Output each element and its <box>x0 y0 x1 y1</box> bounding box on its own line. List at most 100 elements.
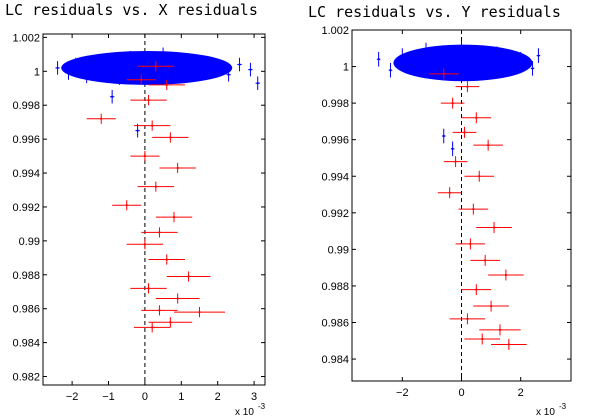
right-plot-data-point <box>483 62 487 78</box>
left-plot-data-point <box>137 61 175 72</box>
left-plot-data-point <box>130 151 160 162</box>
right-plot-data-point <box>476 221 512 233</box>
left-plot-data-point <box>193 56 199 70</box>
left-plot-data-point <box>55 61 60 75</box>
right-plot-data-point <box>450 141 455 157</box>
right-plot-data-point <box>424 42 428 58</box>
left-plot-xtick-label: 3 <box>251 391 257 403</box>
left-plot-data-point <box>135 123 140 138</box>
left-plot-data-point <box>152 132 189 143</box>
left-plot-ytick-label: 0.99 <box>19 236 40 248</box>
left-plot-data-point <box>126 239 164 250</box>
right-plot-x-multiplier: x 10 -3 <box>536 402 567 418</box>
right-plot-data-point <box>471 53 476 69</box>
left-plot-xtick-label: −2 <box>66 391 79 403</box>
right-plot-xtick-label: 0 <box>458 387 464 399</box>
right-plot-data-point <box>536 48 541 63</box>
right-plot-data-point <box>441 128 446 144</box>
right-plot-data-point <box>464 170 495 182</box>
left-plot-blue-cloud <box>61 50 233 85</box>
left-plot: LC residuals vs. X residuals 0.982 0.984 0… <box>5 1 266 418</box>
right-plot-data-point <box>507 57 511 73</box>
right-plot-data-point <box>440 97 465 109</box>
left-plot-data-point <box>126 74 156 85</box>
left-plot-data-point <box>174 307 225 318</box>
left-plot-frame <box>42 33 266 386</box>
left-plot-ytick-label: 0.998 <box>12 100 40 112</box>
right-plot-data-point <box>473 300 509 312</box>
right-plot-data-point <box>491 338 527 350</box>
left-plot-red-series <box>86 61 225 333</box>
right-plot-data-point <box>449 313 486 325</box>
right-plot-data-point <box>455 81 480 93</box>
left-plot-xtick-label: 1 <box>178 391 184 403</box>
left-plot-title: LC residuals vs. X residuals <box>5 1 258 19</box>
right-plot-data-point <box>437 187 462 199</box>
left-plot-data-point <box>255 76 260 90</box>
right-plot-data-point <box>388 62 393 78</box>
left-plot-data-point <box>226 67 231 82</box>
left-plot-ytick-label: 0.992 <box>12 202 40 214</box>
left-plot-data-point <box>86 113 116 124</box>
left-plot-data-point <box>148 254 185 265</box>
right-plot-data-point <box>488 269 524 281</box>
left-plot-data-point <box>155 293 200 304</box>
left-plot-data-point <box>141 305 178 316</box>
right-plot-data-point <box>461 112 492 124</box>
right-plot-data-point <box>473 139 503 151</box>
left-plot-xtick-label: 2 <box>215 391 221 403</box>
right-plot-ytick-label: 0.986 <box>321 318 349 330</box>
left-plot-data-point <box>171 61 177 75</box>
right-plot-ytick-label: 0.996 <box>321 135 349 147</box>
right-plot-data-point <box>459 40 464 56</box>
left-plot-blue-series <box>55 47 260 138</box>
right-plot-ytick-label: 1 <box>343 62 349 74</box>
left-plot-data-point <box>66 66 71 80</box>
left-plot-data-point <box>148 79 185 90</box>
right-plot-ticks: 0.984 0.986 0.988 0.99 0.992 0.994 0.996 0.998 1… <box>321 25 571 399</box>
right-plot-ytick-label: 0.994 <box>321 171 349 183</box>
left-plot-ticks: 0.982 0.984 0.986 0.988 0.99 0.992 0.994 0.996 0… <box>12 32 265 403</box>
left-plot-data-point <box>117 71 122 85</box>
right-plot-data-point <box>461 284 492 296</box>
right-plot-data-point <box>428 68 459 80</box>
left-plot-data-point <box>248 62 253 77</box>
left-plot-data-point <box>160 47 166 62</box>
left-plot-data-point <box>215 59 220 73</box>
left-plot-ytick-label: 0.982 <box>12 372 40 384</box>
right-plot-xtick-label: 2 <box>518 387 524 399</box>
left-plot-data-point <box>128 50 133 65</box>
left-plot-data-point <box>73 57 78 72</box>
right-plot-ytick-label: 0.988 <box>321 281 349 293</box>
left-plot-ytick-label: 0.994 <box>12 168 40 180</box>
left-plot-data-point <box>166 271 211 282</box>
right-plot-data-point <box>455 238 486 250</box>
left-plot-data-point <box>130 95 167 106</box>
left-plot-ytick-label: 0.984 <box>12 338 40 350</box>
right-plot-data-point <box>518 51 523 67</box>
left-plot-data-point <box>182 69 188 84</box>
right-plot-xtick-label: −2 <box>396 387 409 399</box>
left-plot-ytick-label: 1.002 <box>12 32 40 44</box>
left-plot-x-multiplier-base: x 10 <box>235 407 254 418</box>
left-plot-x-multiplier: x 10 -3 <box>235 402 266 418</box>
right-plot-ytick-label: 1.002 <box>321 25 349 37</box>
right-plot-data-point <box>436 55 440 71</box>
left-plot-data-point <box>130 283 167 294</box>
left-plot-data-point <box>148 317 193 328</box>
right-plot-data-point <box>464 333 500 345</box>
right-plot-ytick-label: 0.99 <box>328 244 349 256</box>
right-plot-ytick-label: 0.984 <box>321 354 349 366</box>
left-plot-data-point <box>149 67 155 82</box>
right-plot-data-point <box>412 59 416 74</box>
left-plot-data-point <box>237 57 242 72</box>
right-plot-x-multiplier-exponent: -3 <box>559 402 567 411</box>
left-plot-xtick-label: 0 <box>142 391 148 403</box>
right-plot-data-point <box>470 254 500 266</box>
right-plot-ytick-label: 0.998 <box>321 98 349 110</box>
left-plot-data-point <box>133 322 171 333</box>
left-plot-ytick-label: 1 <box>34 66 40 78</box>
right-plot-x-multiplier-base: x 10 <box>536 407 555 418</box>
left-plot-ytick-label: 0.988 <box>12 270 40 282</box>
left-plot-data-point <box>141 227 178 238</box>
